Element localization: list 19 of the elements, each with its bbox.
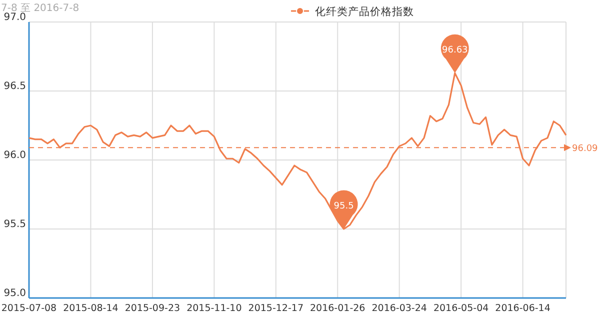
x-tick-label: 2015-11-10 — [186, 303, 242, 314]
x-tick-label: 2016-05-04 — [433, 303, 489, 314]
legend-label: 化纤类产品价格指数 — [315, 5, 414, 18]
x-tick-label: 2016-03-24 — [372, 303, 427, 314]
x-tick-label: 2015-07-08 — [1, 303, 57, 314]
ref-line-label: 96.09 — [572, 144, 598, 154]
x-tick-label: 2015-09-23 — [124, 303, 180, 314]
y-tick-label: 95.0 — [4, 288, 26, 299]
y-tick-label: 96.5 — [4, 81, 26, 92]
x-tick-label: 2016-06-14 — [495, 303, 550, 314]
x-tick-label: 2016-01-26 — [310, 303, 366, 314]
chart-subtitle: 7-8 至 2016-7-8 — [1, 3, 80, 14]
annotation: 95.5 — [334, 202, 354, 212]
x-tick-label: 2015-08-14 — [63, 303, 118, 314]
x-tick-label: 2015-12-17 — [248, 303, 304, 314]
annotation: 96.63 — [442, 46, 468, 56]
y-tick-label: 97.0 — [4, 12, 26, 23]
y-tick-label: 95.5 — [4, 219, 26, 230]
y-tick-label: 96.0 — [4, 150, 26, 161]
